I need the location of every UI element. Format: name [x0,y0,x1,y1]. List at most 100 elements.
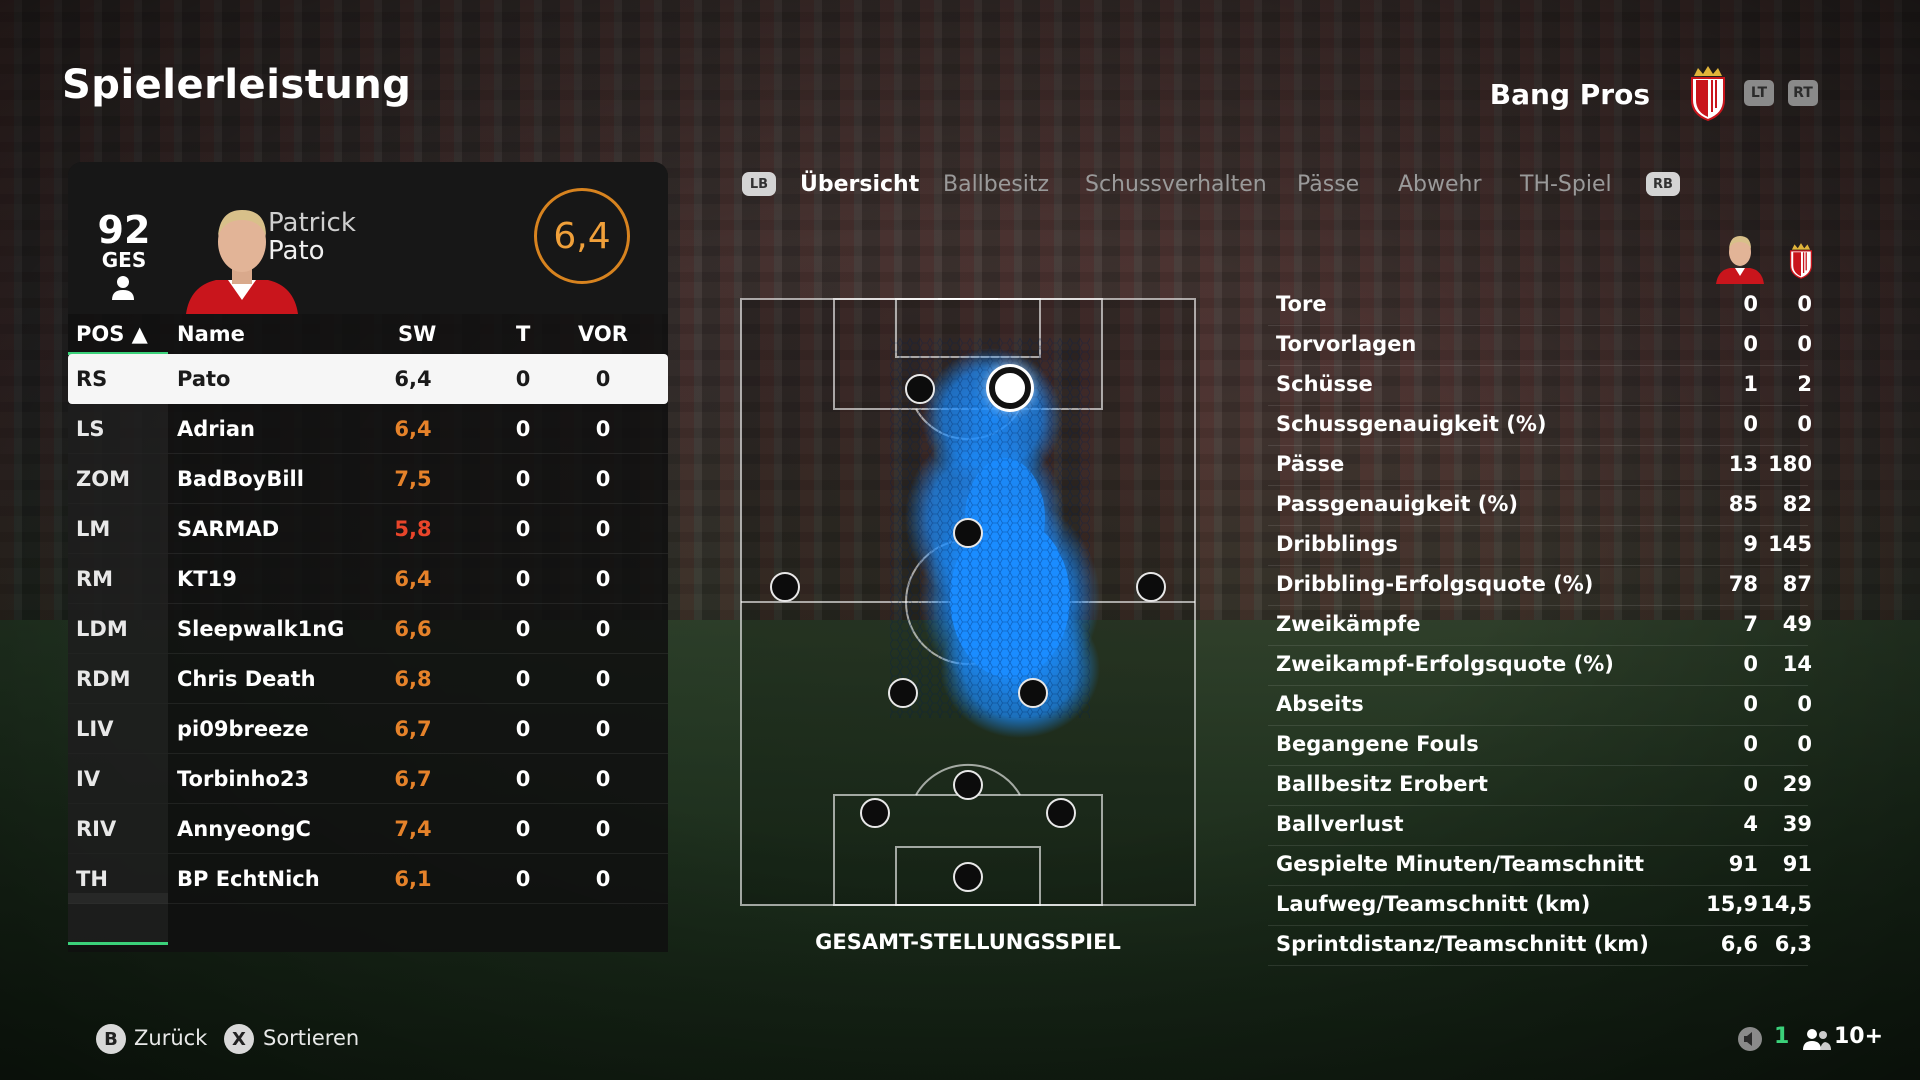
row-assists: 0 [595,367,611,391]
tab-th-spiel[interactable]: TH-Spiel [1520,172,1612,197]
teammate-marker [1046,798,1076,828]
row-rating: 5,8 [394,517,432,541]
stat-label: Gespielte Minuten/Teamschnitt [1276,852,1645,876]
stat-label: Zweikämpfe [1276,612,1421,636]
row-assists: 0 [595,617,611,641]
stat-label: Zweikampf-Erfolgsquote (%) [1276,652,1614,676]
x-button-icon[interactable]: X [224,1024,254,1054]
row-position: IV [76,767,101,791]
tab-paesse[interactable]: Pässe [1297,172,1360,197]
monaco-crest-icon [1691,66,1725,122]
column-t[interactable]: T [516,322,531,346]
b-button-icon[interactable]: B [96,1024,126,1054]
row-goals: 0 [515,667,531,691]
table-row[interactable]: TH BP EchtNich 6,1 0 0 [68,854,668,904]
teammate-marker [905,374,935,404]
row-goals: 0 [515,467,531,491]
row-assists: 0 [595,767,611,791]
stat-player-value: 0 [1743,412,1758,436]
row-assists: 0 [595,567,611,591]
row-position: LS [76,417,105,441]
player-last-name: Pato [268,236,325,266]
stat-team-value: 180 [1768,452,1812,476]
lt-trigger-icon[interactable]: LT [1744,80,1774,106]
stat-row: Zweikämpfe 7 49 [1268,606,1812,646]
tab-abwehr[interactable]: Abwehr [1398,172,1482,197]
tab-uebersicht[interactable]: Übersicht [800,172,920,197]
table-row[interactable]: IV Torbinho23 6,7 0 0 [68,754,668,804]
teammate-marker [860,798,890,828]
teammate-marker [953,862,983,892]
rb-bumper-icon[interactable]: RB [1646,172,1680,196]
row-goals: 0 [515,767,531,791]
row-goals: 0 [515,817,531,841]
stat-player-value: 78 [1728,572,1758,596]
stat-player-value: 85 [1728,492,1758,516]
stat-player-value: 9 [1743,532,1758,556]
stat-team-value: 49 [1782,612,1812,636]
positioning-heatmap [740,298,1196,906]
stat-player-value: 1 [1743,372,1758,396]
row-assists: 0 [595,667,611,691]
team-crest-icon [1789,243,1813,279]
stat-row: Schussgenauigkeit (%) 0 0 [1268,406,1812,446]
player-portrait [186,210,298,314]
scroll-indicator [68,942,168,945]
stats-table: Tore 0 0 Torvorlagen 0 0 Schüsse 1 2 Schussgen… [1268,286,1812,966]
stat-row: Torvorlagen 0 0 [1268,326,1812,366]
column-name[interactable]: Name [177,322,245,346]
row-position: RS [76,367,108,391]
rt-trigger-icon[interactable]: RT [1788,80,1818,106]
stat-team-value: 39 [1782,812,1812,836]
row-name: AnnyeongC [177,817,311,841]
table-row[interactable]: ZOM BadBoyBill 7,5 0 0 [68,454,668,504]
row-name: BadBoyBill [177,467,304,491]
stat-row: Passgenauigkeit (%) 85 82 [1268,486,1812,526]
row-rating: 6,4 [394,567,432,591]
stat-label: Tore [1276,292,1327,316]
stat-label: Dribbling-Erfolgsquote (%) [1276,572,1594,596]
back-button[interactable]: Zurück [134,1026,208,1050]
sort-button[interactable]: Sortieren [263,1026,360,1050]
table-row[interactable]: LIV pi09breeze 6,7 0 0 [68,704,668,754]
row-assists: 0 [595,517,611,541]
table-row[interactable]: LDM Sleepwalk1nG 6,6 0 0 [68,604,668,654]
column-vor[interactable]: VOR [578,322,628,346]
table-row[interactable]: LM SARMAD 5,8 0 0 [68,504,668,554]
column-sw[interactable]: SW [398,322,437,346]
person-icon [112,276,134,300]
stat-team-value: 0 [1797,292,1812,316]
row-assists: 0 [595,717,611,741]
row-rating: 6,8 [394,667,432,691]
stat-player-value: 13 [1728,452,1758,476]
column-pos[interactable]: POS ▲ [76,322,148,346]
party-players-icon [1803,1029,1831,1050]
stat-team-value: 0 [1797,732,1812,756]
empty-row [68,893,168,945]
tab-ballbesitz[interactable]: Ballbesitz [943,172,1050,197]
stat-player-value: 0 [1743,292,1758,316]
tab-schussverhalten[interactable]: Schussverhalten [1085,172,1267,197]
stat-label: Ballbesitz Erobert [1276,772,1488,796]
table-row[interactable]: RDM Chris Death 6,8 0 0 [68,654,668,704]
player-first-name: Patrick [268,208,356,238]
teammate-marker [770,572,800,602]
table-row[interactable]: LS Adrian 6,4 0 0 [68,404,668,454]
row-rating: 6,1 [394,867,432,891]
row-name: Sleepwalk1nG [177,617,345,641]
table-row[interactable]: RS Pato 6,4 0 0 [68,354,668,404]
pitch-label: GESAMT-STELLUNGSSPIEL [815,930,1121,954]
stat-team-value: 87 [1782,572,1812,596]
stat-team-value: 14 [1782,652,1812,676]
row-name: pi09breeze [177,717,309,741]
teammate-marker [953,518,983,548]
stat-row: Dribbling-Erfolgsquote (%) 78 87 [1268,566,1812,606]
lb-bumper-icon[interactable]: LB [742,172,776,196]
row-goals: 0 [515,517,531,541]
table-row[interactable]: RIV AnnyeongC 7,4 0 0 [68,804,668,854]
stat-player-value: 0 [1743,652,1758,676]
stat-row: Begangene Fouls 0 0 [1268,726,1812,766]
teammate-marker [953,770,983,800]
table-row[interactable]: RM KT19 6,4 0 0 [68,554,668,604]
row-rating: 6,4 [394,417,432,441]
